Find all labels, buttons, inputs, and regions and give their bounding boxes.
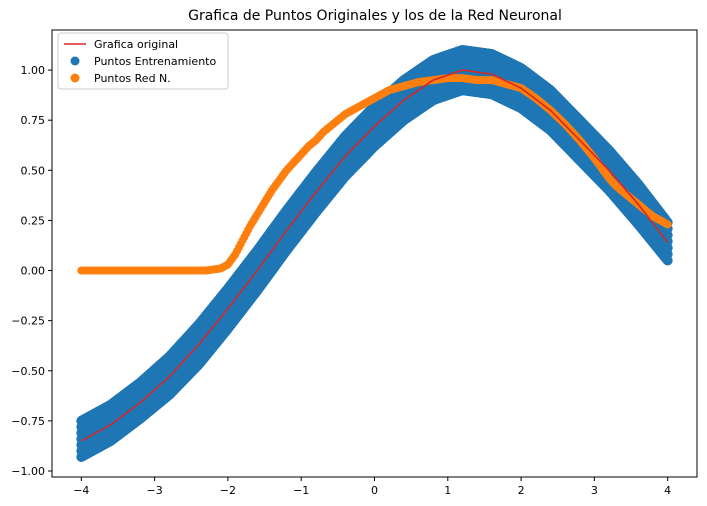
series-puntos-entrenamiento [76,45,673,462]
plot-area: −4 −3 −2 −1 0 1 2 3 4−1.00−0.75−0.50−0.250.000.2… [11,29,698,497]
chart-title: Grafica de Puntos Originales y los de la… [188,8,562,24]
